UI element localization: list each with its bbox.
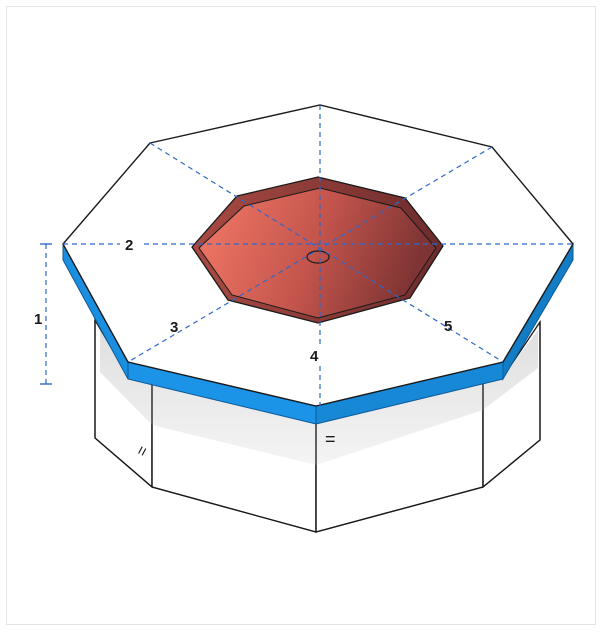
dash-line-diagonal-b	[127, 146, 493, 363]
segment-3-label: 3	[170, 319, 178, 336]
rim-band	[62, 242, 574, 425]
segment-2-label-bg	[120, 234, 140, 254]
height-label-bg	[26, 308, 44, 328]
height-label: 1	[34, 311, 42, 328]
equal-tick-front-face: =	[325, 429, 336, 449]
segment-4-label: 4	[310, 348, 319, 365]
shadow-band	[100, 330, 538, 465]
base-outline	[94, 320, 541, 533]
fire-pit-opening	[191, 176, 444, 324]
segment-2-label: 2	[125, 237, 133, 254]
center-drain	[306, 250, 330, 264]
segment-4-label-bg	[305, 345, 325, 365]
segment-5-label: 5	[444, 318, 452, 335]
dash-line-diagonal-a	[149, 142, 504, 363]
radial-dashed-lines	[63, 105, 573, 406]
height-dimension	[40, 243, 52, 385]
